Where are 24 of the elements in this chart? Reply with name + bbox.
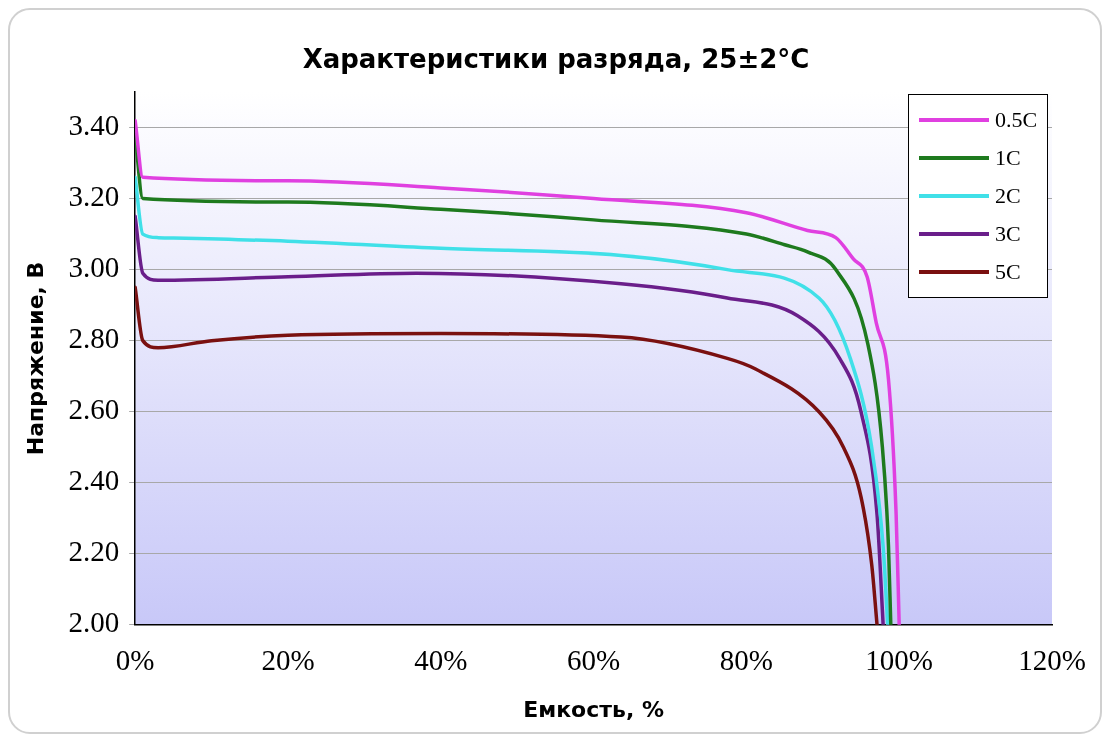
legend-label: 5C <box>995 259 1021 285</box>
legend-label: 0.5C <box>995 107 1038 133</box>
legend-label: 3C <box>995 221 1021 247</box>
y-tick-label: 3.20 <box>68 180 120 213</box>
x-tick-label: 40% <box>414 643 468 676</box>
y-tick-label: 2.20 <box>68 535 120 568</box>
x-tick-label: 80% <box>719 643 773 676</box>
x-tick-label: 0% <box>115 643 155 676</box>
y-tick-label: 2.80 <box>68 322 120 355</box>
x-tick-label: 120% <box>1018 643 1086 676</box>
chart-title: Характеристики разряда, 25±2°C <box>301 44 811 74</box>
x-axis-title: Емкость, % <box>523 696 664 722</box>
y-tick-label: 2.40 <box>68 464 120 497</box>
y-tick-label: 3.00 <box>68 251 120 284</box>
legend-label: 1C <box>995 145 1021 171</box>
x-tick-label: 100% <box>865 643 934 676</box>
y-tick-label: 2.00 <box>68 606 120 639</box>
x-tick-label: 20% <box>261 643 315 676</box>
y-tick-label: 3.40 <box>68 109 120 142</box>
y-tick-label: 2.60 <box>68 393 120 426</box>
x-tick-label: 60% <box>566 643 621 676</box>
line-series <box>135 285 879 625</box>
y-axis-title: Напряжение, В <box>22 261 48 456</box>
legend-label: 2C <box>995 183 1021 209</box>
